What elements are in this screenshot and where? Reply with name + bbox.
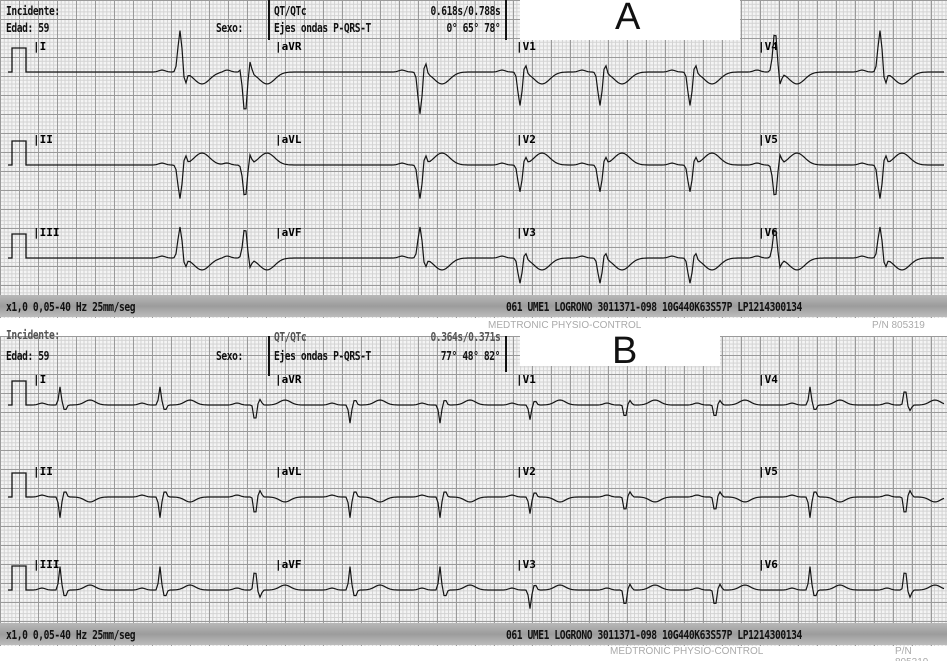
qt-value: 0.364s/0.371s [430,330,500,344]
incidente-label: Incidente: [6,4,60,18]
ecg-trace-row [30,489,945,518]
divider [268,0,270,40]
brand-text: MEDTRONIC PHYSIO-CONTROL [610,646,764,657]
brand-text: MEDTRONIC PHYSIO-CONTROL [488,320,642,331]
divider [505,336,507,372]
calibration-pulse [8,233,30,259]
lead-label-avf: |aVF [275,226,302,239]
lead-label-ii: |II [33,133,53,146]
lead-label-avr: |aVR [275,40,302,53]
calibration-pulse [8,140,30,166]
axes-label: Ejes ondas P-QRS-T [274,21,371,35]
axes-value: 0° 65° 78° [446,21,500,35]
age-label: Edad: 59 [6,349,50,363]
qt-label: QT/QTc [274,4,307,18]
gap: MEDTRONIC PHYSIO-CONTROL P/N 805319 [0,646,947,661]
lead-label-avl: |aVL [275,465,302,478]
ecg-panel-a: Incidente: Edad: 59 Sexo: QT/QTc Ejes on… [0,0,947,318]
lead-label-v5: |V5 [758,465,778,478]
gap: MEDTRONIC PHYSIO-CONTROL P/N 805319 [0,318,947,336]
lead-label-v4: |V4 [758,40,778,53]
part-number: P/N 805319 [895,646,928,661]
divider [505,0,507,40]
calibration-pulse [8,380,30,406]
footer-settings: x1,0 0,05-40 Hz 25mm/seg [6,628,136,642]
label-box [520,336,720,366]
lead-label-v1: |V1 [516,40,536,53]
lead-label-v6: |V6 [758,558,778,571]
lead-label-ii: |II [33,465,53,478]
divider [268,336,270,376]
part-number: P/N 805319 [872,320,925,331]
lead-label-v2: |V2 [516,133,536,146]
lead-label-avf: |aVF [275,558,302,571]
qt-value: 0.618s/0.788s [430,4,500,18]
qt-label: QT/QTc [274,330,307,344]
lead-label-avr: |aVR [275,373,302,386]
lead-label-avl: |aVL [275,133,302,146]
calibration-pulse [8,565,30,591]
footer-device-id: 061 UME1 LOGRONO 3011371-098 10G440K63S5… [506,300,802,314]
lead-label-v6: |V6 [758,226,778,239]
lead-label-i: |I [33,40,46,53]
ecg-trace-row [30,566,945,609]
lead-label-i: |I [33,373,46,386]
calibration-pulse [8,472,30,498]
axes-value: 77° 48° 82° [440,349,501,363]
label-box [520,0,740,40]
age-label: Edad: 59 [6,21,50,35]
footer-band [0,623,947,645]
ecg-trace-row [30,386,945,424]
sex-label: Sexo: [216,349,243,363]
sex-label: Sexo: [216,21,243,35]
lead-label-v5: |V5 [758,133,778,146]
lead-label-iii: |III [33,226,60,239]
incidente-label: Incidente: [6,328,60,342]
lead-label-v3: |V3 [516,558,536,571]
footer-device-id: 061 UME1 LOGRONO 3011371-098 10G440K63S5… [506,628,802,642]
ecg-trace-row [30,152,944,199]
lead-label-v3: |V3 [516,226,536,239]
lead-label-v2: |V2 [516,465,536,478]
calibration-pulse [8,47,30,73]
ecg-panel-b: Incidente: Edad: 59 Sexo: QT/QTc Ejes on… [0,328,947,646]
lead-label-iii: |III [33,558,60,571]
ecg-trace-row [30,30,944,114]
footer-band [0,295,947,317]
ecg-trace-row [30,226,944,284]
panel-label-b: B [612,330,638,372]
lead-label-v1: |V1 [516,373,536,386]
axes-label: Ejes ondas P-QRS-T [274,349,371,363]
panel-label-a: A [615,0,641,38]
footer-settings: x1,0 0,05-40 Hz 25mm/seg [6,300,136,314]
lead-label-v4: |V4 [758,373,778,386]
